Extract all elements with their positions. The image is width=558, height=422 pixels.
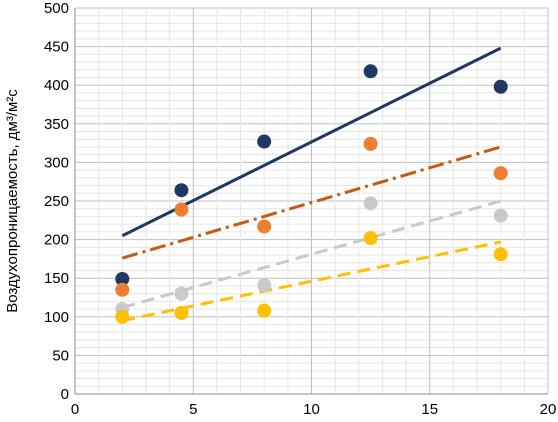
x-tick-label: 15 — [421, 401, 438, 418]
y-tick-label: 150 — [44, 270, 69, 287]
data-point-series-4 — [174, 305, 189, 320]
data-point-series-4 — [257, 303, 272, 318]
y-tick-label: 50 — [52, 347, 69, 364]
y-axis-label: Воздухопроницаемость, дм³/м²с — [4, 89, 21, 313]
y-tick-label: 500 — [44, 0, 69, 17]
tick-labels: 0 50 100 150 200 250 300 350 400 450 500 0 5 10 15 20 — [44, 0, 556, 418]
data-point-series-1 — [115, 271, 130, 286]
data-point-series-1 — [493, 79, 508, 94]
data-point-series-2 — [115, 282, 130, 297]
x-tick-label: 20 — [540, 401, 557, 418]
data-point-series-4 — [115, 309, 130, 324]
grid — [74, 7, 549, 395]
trend-line-2 — [121, 145, 502, 260]
data-point-series-3 — [363, 196, 378, 211]
data-point-series-3 — [174, 286, 189, 301]
data-point-series-2 — [257, 219, 272, 234]
x-tick-label: 5 — [189, 401, 197, 418]
y-tick-label: 200 — [44, 232, 69, 249]
data-point-series-1 — [257, 134, 272, 149]
data-point-series-2 — [363, 136, 378, 151]
data-point-series-3 — [493, 208, 508, 223]
data-point-series-2 — [174, 202, 189, 217]
data-point-series-2 — [493, 166, 508, 181]
data-point-series-1 — [363, 64, 378, 79]
data-point-series-4 — [363, 231, 378, 246]
y-tick-label: 450 — [44, 39, 69, 56]
y-tick-label: 100 — [44, 309, 69, 326]
data-point-series-4 — [493, 247, 508, 262]
x-tick-label: 10 — [303, 401, 320, 418]
data-point-series-1 — [174, 183, 189, 198]
y-tick-label: 0 — [61, 386, 69, 403]
data-points — [115, 64, 508, 324]
y-tick-label: 400 — [44, 77, 69, 94]
y-tick-label: 250 — [44, 193, 69, 210]
data-point-series-3 — [257, 278, 272, 293]
y-tick-label: 350 — [44, 116, 69, 133]
x-tick-label: 0 — [71, 401, 79, 418]
y-tick-label: 300 — [44, 154, 69, 171]
